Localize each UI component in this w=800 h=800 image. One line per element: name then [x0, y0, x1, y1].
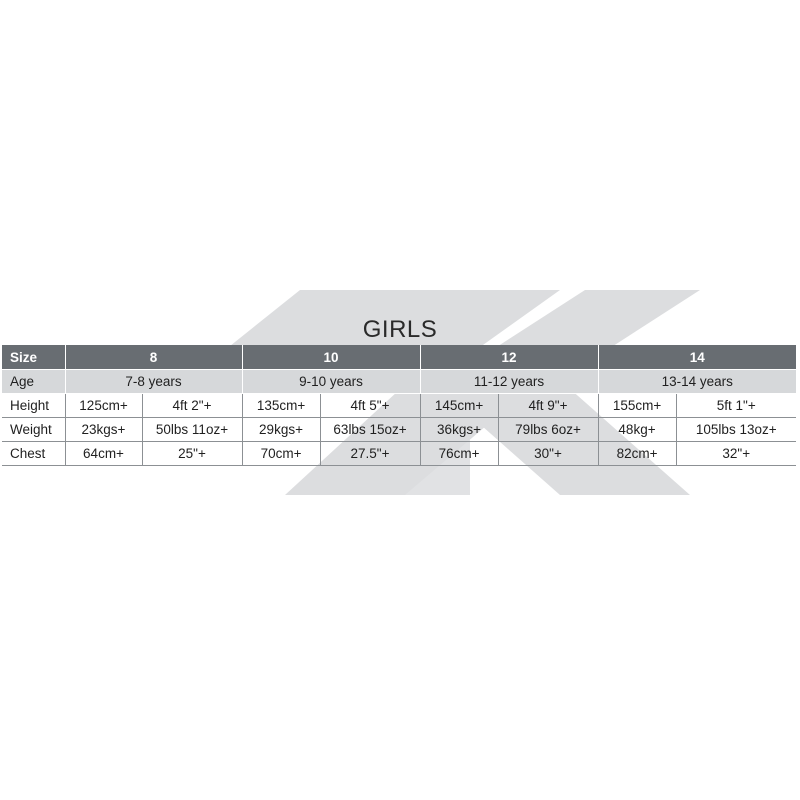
chest-metric-col-2: 70cm+	[241, 441, 321, 466]
chest-metric-col-1: 64cm+	[64, 441, 143, 466]
page-title: GIRLS	[362, 316, 438, 343]
table-row-age: Age 7-8 years 9-10 years 11-12 years 13-…	[2, 369, 797, 394]
weight-imperial-col-2: 63lbs 15oz+	[319, 417, 421, 442]
size-chart-table-container: Size 8 10 12 14 Age 7-8 years 9-10 years…	[2, 345, 797, 466]
chest-metric-col-3: 76cm+	[419, 441, 499, 466]
chest-imperial-col-4: 32"+	[675, 441, 797, 466]
height-imperial-col-4: 5ft 1"+	[675, 393, 797, 418]
size-value-col-4: 14	[597, 345, 797, 370]
age-value-col-2: 9-10 years	[241, 369, 421, 394]
row-label-age: Age	[2, 369, 66, 394]
weight-metric-col-2: 29kgs+	[241, 417, 321, 442]
table-row-size: Size 8 10 12 14	[2, 345, 797, 370]
weight-imperial-col-3: 79lbs 6oz+	[497, 417, 599, 442]
height-imperial-col-3: 4ft 9"+	[497, 393, 599, 418]
age-value-col-1: 7-8 years	[64, 369, 243, 394]
height-imperial-col-2: 4ft 5"+	[319, 393, 421, 418]
weight-metric-col-1: 23kgs+	[64, 417, 143, 442]
table-row-chest: Chest 64cm+ 25"+ 70cm+ 27.5"+ 76cm+ 30"+…	[2, 441, 797, 466]
size-value-col-2: 10	[241, 345, 421, 370]
size-chart-table: Size 8 10 12 14 Age 7-8 years 9-10 years…	[2, 345, 797, 466]
age-value-col-3: 11-12 years	[419, 369, 599, 394]
row-label-height: Height	[2, 393, 66, 418]
chest-metric-col-4: 82cm+	[597, 441, 677, 466]
chest-imperial-col-3: 30"+	[497, 441, 599, 466]
weight-metric-col-3: 36kgs+	[419, 417, 499, 442]
height-metric-col-1: 125cm+	[64, 393, 143, 418]
size-value-col-1: 8	[64, 345, 243, 370]
weight-imperial-col-4: 105lbs 13oz+	[675, 417, 797, 442]
height-metric-col-4: 155cm+	[597, 393, 677, 418]
row-label-weight: Weight	[2, 417, 66, 442]
height-metric-col-3: 145cm+	[419, 393, 499, 418]
age-value-col-4: 13-14 years	[597, 369, 797, 394]
weight-imperial-col-1: 50lbs 11oz+	[141, 417, 243, 442]
row-label-size: Size	[2, 345, 66, 370]
weight-metric-col-4: 48kg+	[597, 417, 677, 442]
height-imperial-col-1: 4ft 2"+	[141, 393, 243, 418]
table-row-weight: Weight 23kgs+ 50lbs 11oz+ 29kgs+ 63lbs 1…	[2, 417, 797, 442]
size-value-col-3: 12	[419, 345, 599, 370]
height-metric-col-2: 135cm+	[241, 393, 321, 418]
row-label-chest: Chest	[2, 441, 66, 466]
chest-imperial-col-2: 27.5"+	[319, 441, 421, 466]
chest-imperial-col-1: 25"+	[141, 441, 243, 466]
table-row-height: Height 125cm+ 4ft 2"+ 135cm+ 4ft 5"+ 145…	[2, 393, 797, 418]
